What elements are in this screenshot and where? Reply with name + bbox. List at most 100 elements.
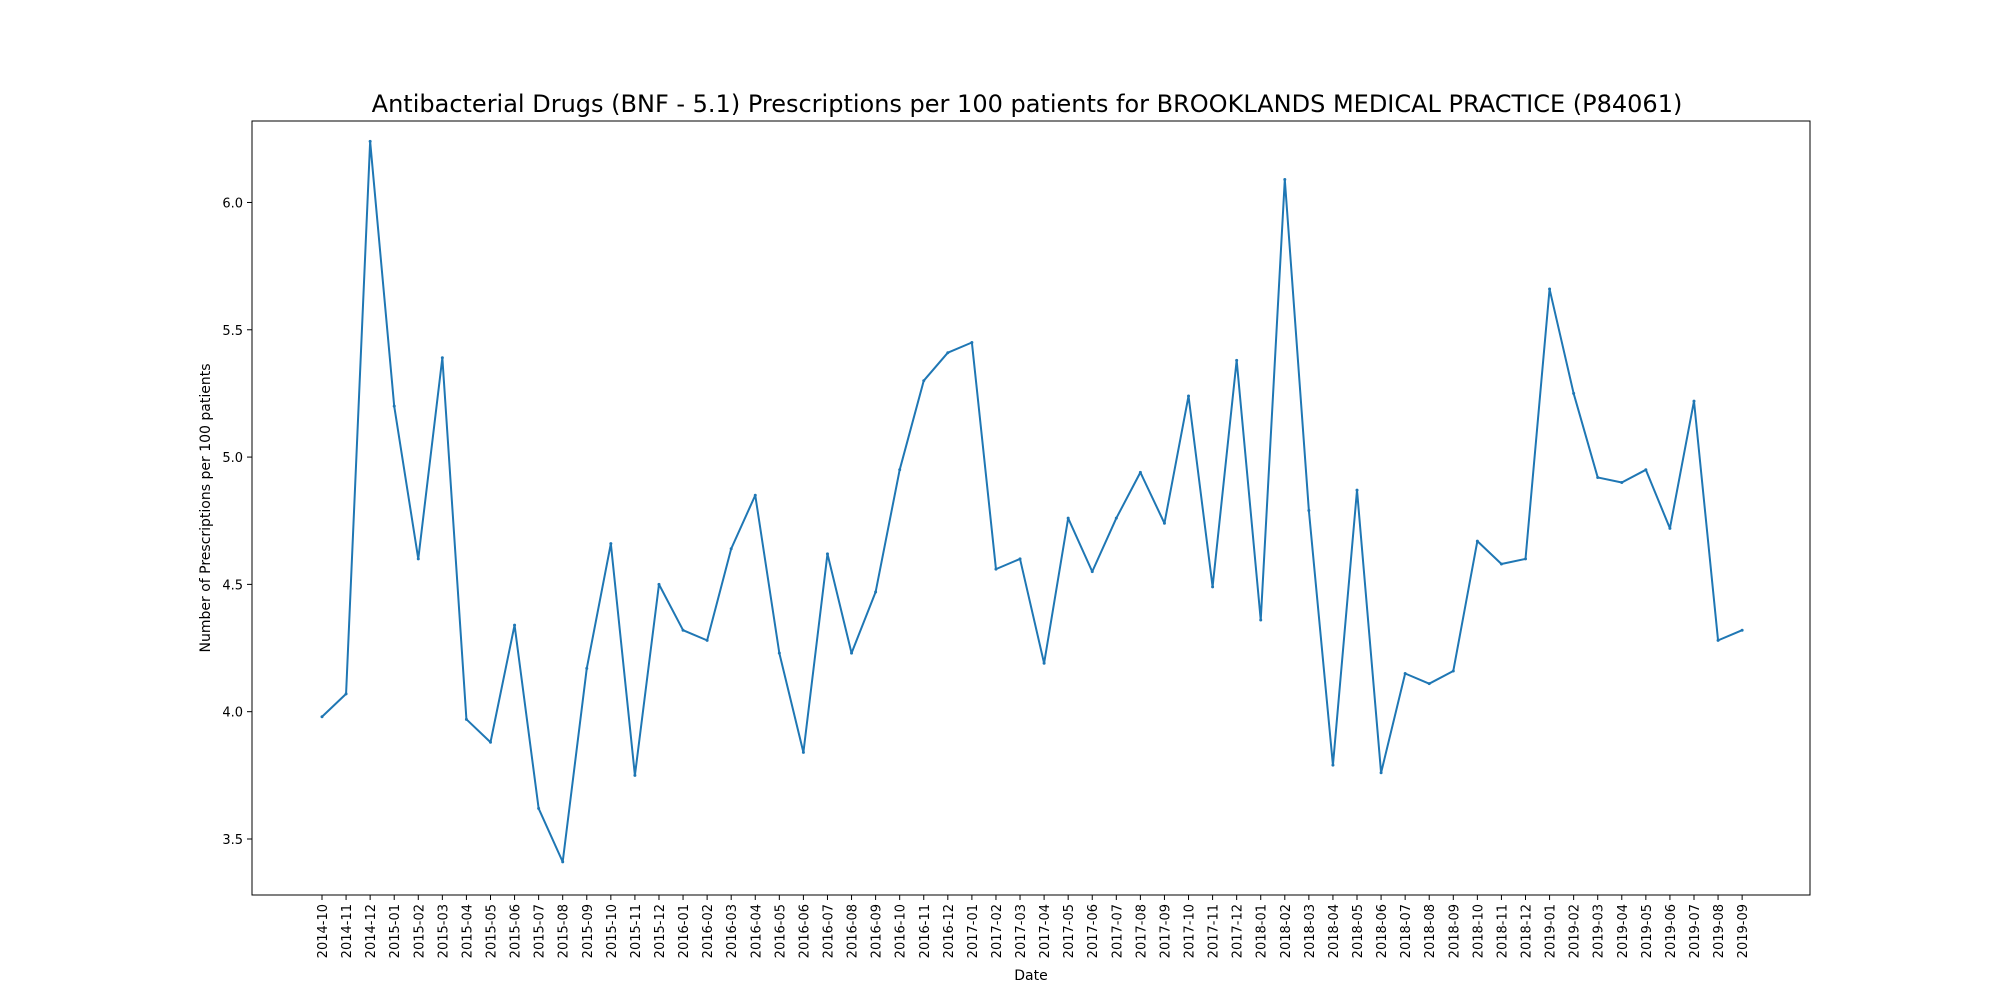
x-tick-label: 2017-08: [1134, 904, 1149, 958]
x-tick-label: 2019-01: [1544, 904, 1559, 958]
data-point: [1331, 763, 1335, 767]
x-tick-label: 2017-10: [1183, 904, 1198, 958]
x-tick-label: 2016-11: [918, 904, 933, 958]
data-point: [1114, 516, 1118, 520]
x-tick-label: 2014-12: [364, 904, 379, 958]
data-point: [825, 552, 829, 556]
x-tick-label: 2017-05: [1062, 904, 1077, 958]
data-point: [898, 468, 902, 472]
data-point: [729, 547, 733, 551]
x-tick-label: 2018-06: [1375, 904, 1390, 958]
x-tick-label: 2018-03: [1303, 904, 1318, 958]
data-point: [1740, 628, 1744, 632]
data-point: [1162, 521, 1166, 525]
data-point: [1475, 539, 1479, 543]
data-point: [1090, 570, 1094, 574]
data-point: [994, 567, 998, 571]
data-point: [1307, 509, 1311, 513]
x-tick-label: 2015-03: [436, 904, 451, 958]
data-point: [633, 773, 637, 777]
x-tick-label: 2019-09: [1736, 904, 1751, 958]
x-tick-label: 2019-06: [1664, 904, 1679, 958]
x-tick-label: 2016-03: [725, 904, 740, 958]
x-tick-label: 2017-03: [1014, 904, 1029, 958]
x-tick-label: 2018-02: [1279, 904, 1294, 958]
data-point: [1692, 399, 1696, 403]
data-point: [946, 351, 950, 355]
x-tick-label: 2017-07: [1110, 904, 1125, 958]
data-point: [1379, 771, 1383, 775]
x-tick-label: 2018-12: [1520, 904, 1535, 958]
data-point: [1620, 481, 1624, 485]
data-point: [561, 860, 565, 864]
data-point: [1211, 585, 1215, 589]
y-axis-label: Number of Prescriptions per 100 patients: [198, 364, 214, 653]
x-tick-label: 2015-10: [605, 904, 620, 958]
x-tick-label: 2015-04: [460, 904, 475, 958]
y-tick-label: 4.5: [222, 578, 243, 593]
x-tick-label: 2015-08: [557, 904, 572, 958]
data-point: [874, 590, 878, 594]
data-point: [657, 582, 661, 586]
x-tick-label: 2016-06: [797, 904, 812, 958]
data-point: [440, 356, 444, 360]
x-tick-label: 2015-09: [581, 904, 596, 958]
data-point: [1716, 638, 1720, 642]
y-axis: 3.5 4.0 4.5 5.0 5.5 6.0: [222, 196, 252, 848]
series-line: [321, 140, 1743, 863]
x-tick-label: 2016-12: [942, 904, 957, 958]
data-point: [1042, 661, 1046, 665]
x-axis: 2014-10 2014-11 2014-12 2015-01 2015-02 2015-…: [316, 895, 1751, 958]
data-point: [1499, 562, 1503, 566]
x-tick-label: 2018-10: [1471, 904, 1486, 958]
x-tick-label: 2018-11: [1495, 904, 1510, 958]
data-point: [1548, 287, 1552, 291]
x-tick-label: 2015-02: [412, 904, 427, 958]
data-point: [1283, 178, 1287, 182]
x-tick-label: 2019-04: [1616, 904, 1631, 958]
x-tick-label: 2016-01: [677, 904, 692, 958]
data-point: [970, 341, 974, 345]
data-point: [777, 651, 781, 655]
x-tick-label: 2015-11: [629, 904, 644, 958]
x-tick-label: 2016-09: [870, 904, 885, 958]
x-tick-label: 2014-10: [316, 904, 331, 958]
data-point: [1668, 526, 1672, 530]
data-point: [609, 542, 613, 546]
y-tick-label: 5.0: [222, 451, 243, 466]
x-tick-label: 2016-04: [749, 904, 764, 958]
data-point: [368, 139, 372, 143]
x-tick-label: 2014-11: [340, 904, 355, 958]
data-point: [705, 638, 709, 642]
data-point: [1403, 671, 1407, 675]
x-tick-label: 2018-04: [1327, 904, 1342, 958]
y-tick-label: 6.0: [222, 196, 243, 211]
data-point: [1187, 394, 1191, 398]
x-tick-label: 2018-09: [1447, 904, 1462, 958]
data-point: [1355, 488, 1359, 492]
x-tick-label: 2016-08: [846, 904, 861, 958]
x-tick-label: 2017-01: [966, 904, 981, 958]
x-tick-label: 2017-12: [1231, 904, 1246, 958]
y-tick-label: 3.5: [222, 833, 243, 848]
data-point: [1018, 557, 1022, 561]
data-point: [585, 666, 589, 670]
x-tick-label: 2015-05: [484, 904, 499, 958]
data-point: [1451, 669, 1455, 673]
data-point: [320, 715, 324, 719]
data-point: [922, 379, 926, 383]
data-point: [801, 750, 805, 754]
data-point: [1427, 682, 1431, 686]
x-tick-label: 2017-02: [990, 904, 1005, 958]
data-point: [1138, 470, 1142, 474]
data-point: [537, 806, 541, 810]
data-point: [488, 740, 492, 744]
data-point: [464, 717, 468, 721]
x-tick-label: 2017-06: [1086, 904, 1101, 958]
x-tick-label: 2018-05: [1351, 904, 1366, 958]
x-tick-label: 2019-07: [1688, 904, 1703, 958]
data-point: [681, 628, 685, 632]
x-axis-label: Date: [1014, 968, 1047, 984]
data-point: [1596, 475, 1600, 479]
